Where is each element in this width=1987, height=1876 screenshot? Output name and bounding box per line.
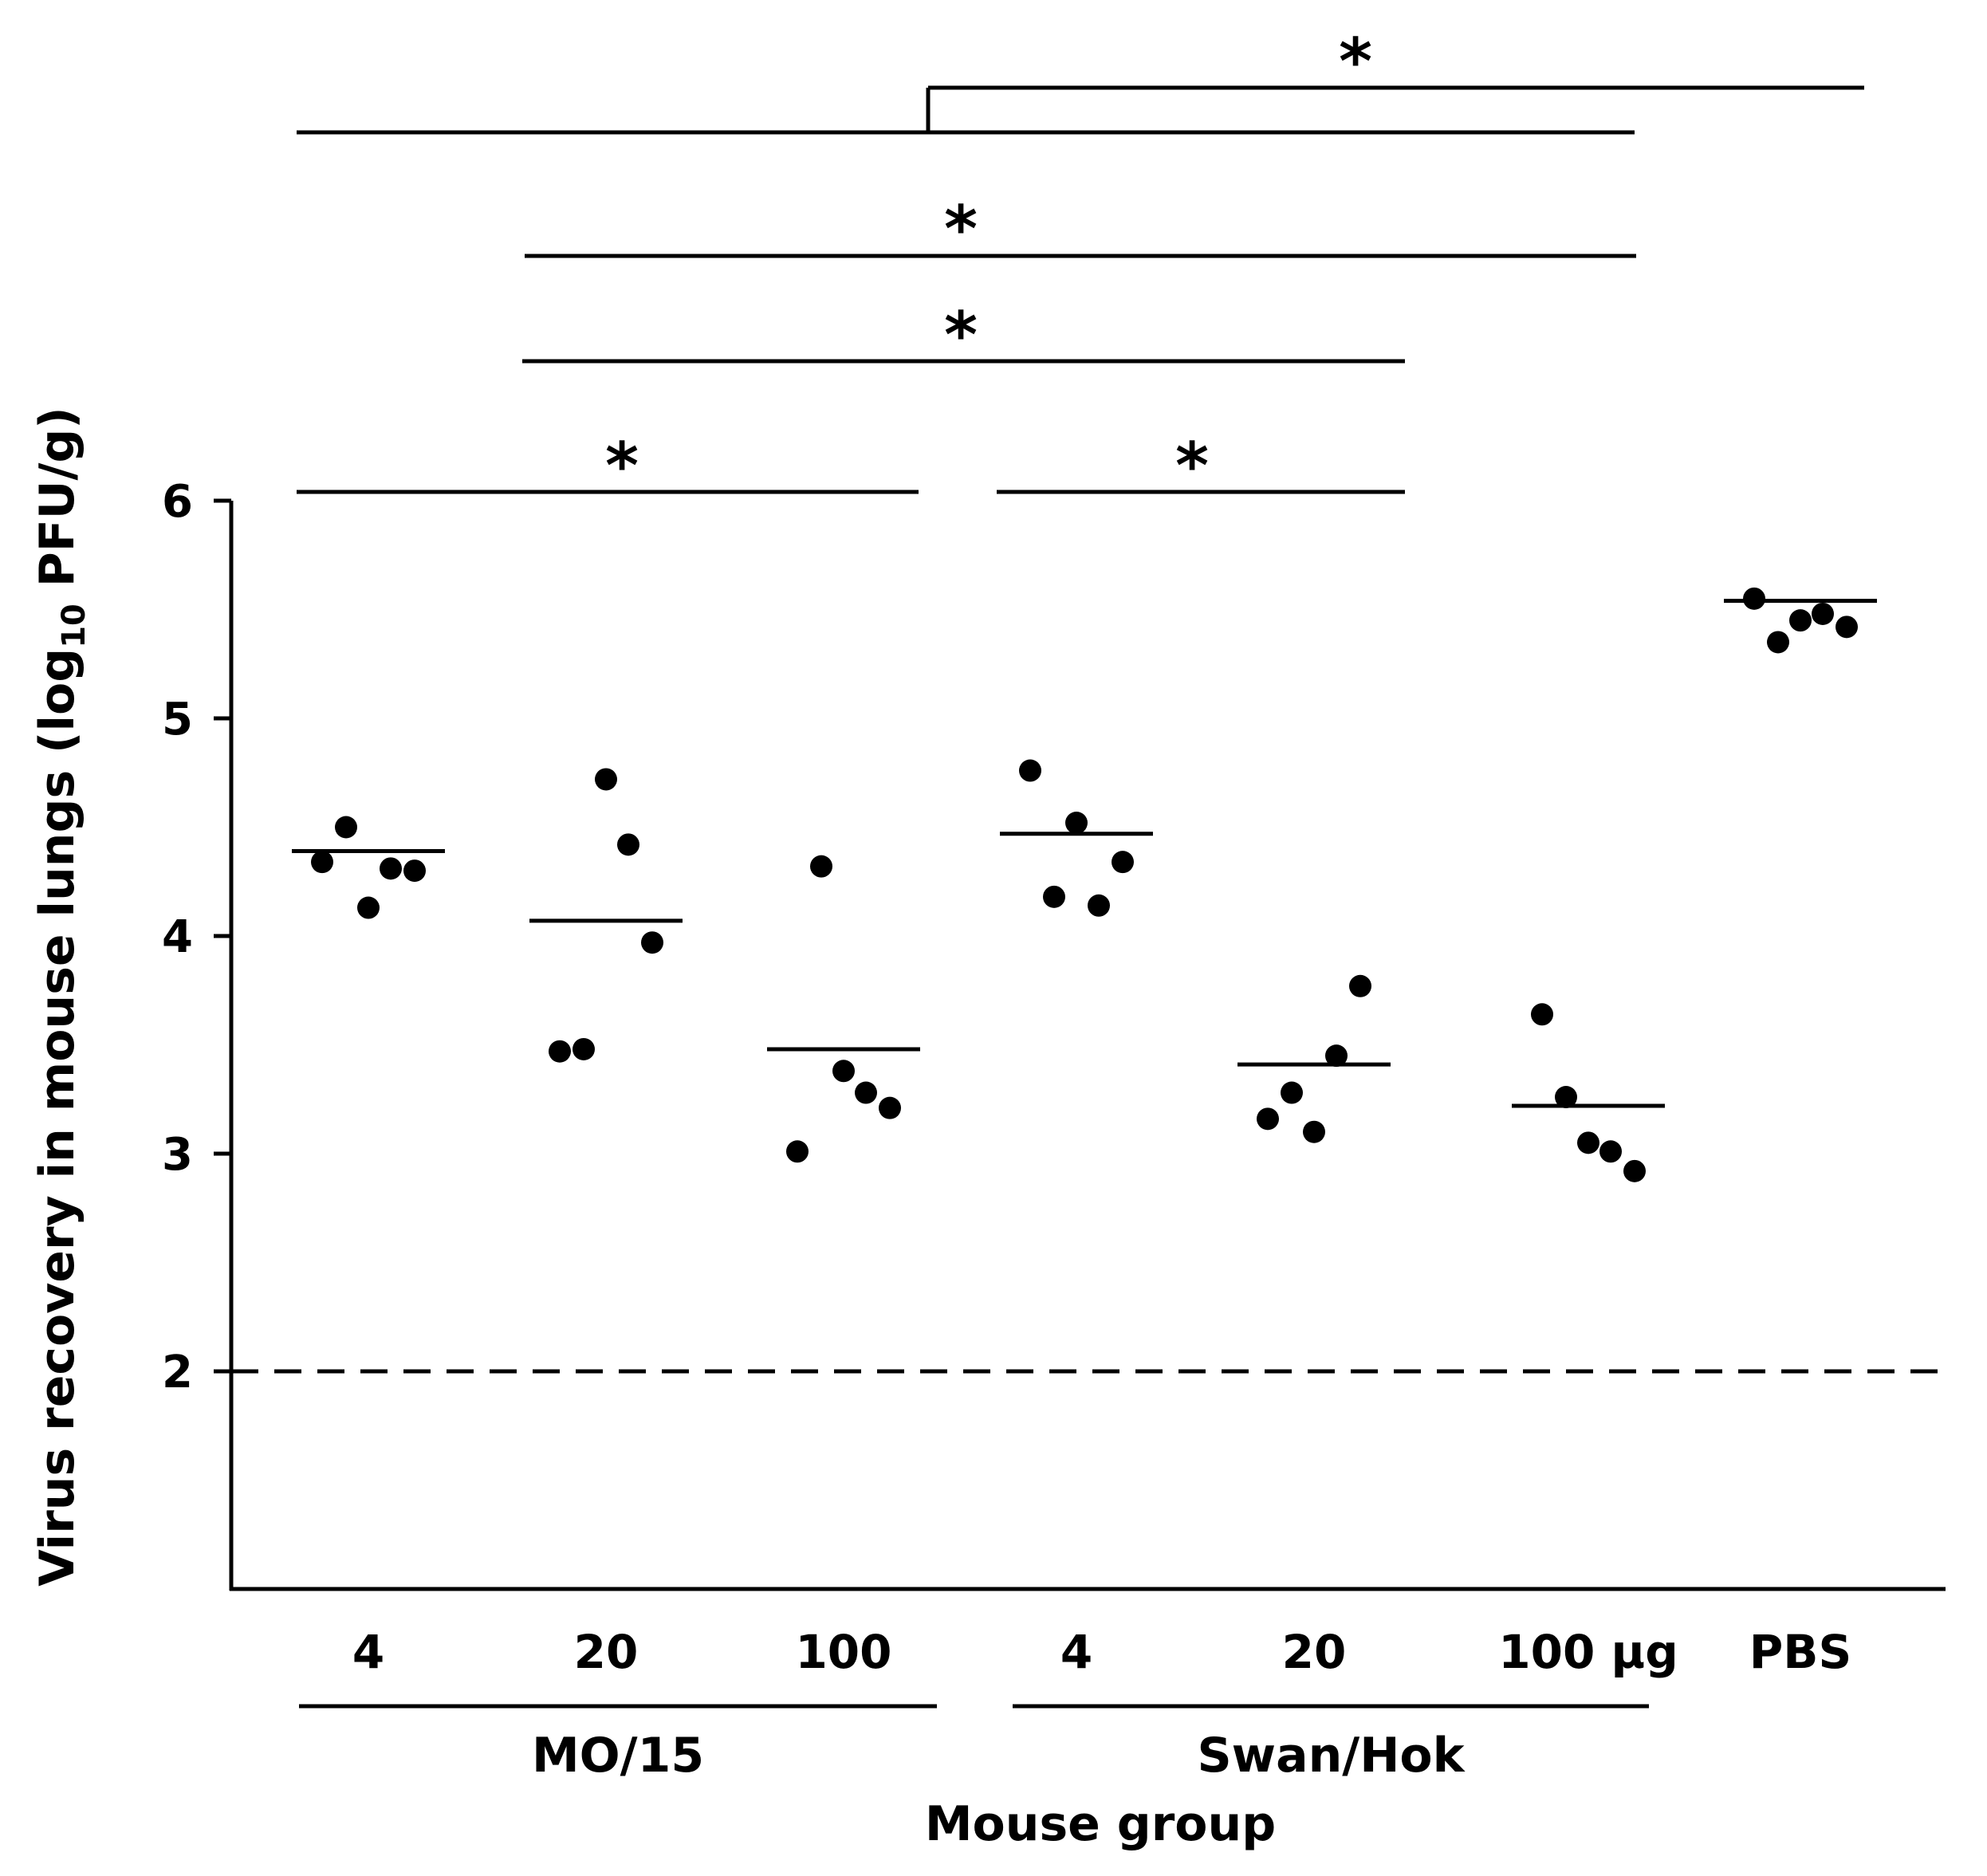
data-point	[1349, 974, 1371, 997]
data-point	[1555, 1086, 1577, 1109]
data-point	[572, 1037, 595, 1060]
data-points	[311, 587, 1858, 1182]
data-point	[1112, 851, 1134, 874]
category-label: 100 µg	[1498, 1625, 1678, 1679]
y-tick-label: 4	[162, 911, 193, 963]
data-point	[1257, 1107, 1279, 1131]
x-axis-title: Mouse group	[925, 1796, 1276, 1852]
data-point	[810, 855, 832, 878]
data-point	[1599, 1140, 1622, 1163]
data-point	[1043, 885, 1065, 908]
data-point	[595, 768, 617, 791]
y-tick-label: 3	[162, 1129, 193, 1181]
data-point	[832, 1060, 855, 1083]
data-point	[1767, 631, 1789, 654]
category-label: 4	[1060, 1625, 1092, 1679]
data-point	[357, 896, 380, 919]
data-point	[403, 859, 426, 883]
data-point	[1531, 1003, 1553, 1026]
data-point	[1325, 1044, 1348, 1068]
data-point	[1303, 1120, 1325, 1143]
data-point	[311, 851, 333, 874]
data-point	[1789, 609, 1812, 632]
data-point	[855, 1081, 877, 1104]
significance-brackets: * * * * *	[297, 25, 1864, 503]
mean-lines	[292, 599, 1877, 1108]
data-point	[879, 1096, 901, 1119]
data-point	[1065, 812, 1088, 835]
category-label: 100	[795, 1625, 891, 1679]
data-point	[1281, 1081, 1303, 1104]
data-point	[1019, 759, 1041, 782]
data-point	[1577, 1131, 1599, 1154]
data-point	[380, 857, 402, 880]
category-label: 4	[352, 1625, 384, 1679]
axes: 2 3 4 5 6 Virus recovery in mouse lungs (log1…	[30, 407, 1946, 1591]
labels: 4 20 100 4 20 100 µg PBS MO/15 Swan/Hok Mouse gro…	[299, 1625, 1851, 1852]
sig-pbs-star: *	[1339, 25, 1372, 99]
category-label: PBS	[1749, 1625, 1852, 1679]
data-point	[641, 931, 663, 954]
y-axis-title: Virus recovery in mouse lungs (log10 PFU…	[30, 407, 92, 1586]
sig-mo15-4-vs-100-star: *	[605, 429, 639, 503]
group-label: MO/15	[532, 1728, 704, 1784]
data-point	[549, 1040, 571, 1063]
sig-mo15-20-vs-swan-100-star: *	[944, 192, 978, 266]
category-label: 20	[1282, 1625, 1347, 1679]
data-point	[1812, 602, 1834, 625]
category-label: 20	[574, 1625, 639, 1679]
group-label: Swan/Hok	[1197, 1728, 1466, 1784]
sig-mo15-20-vs-swan-20-star: *	[944, 298, 978, 372]
data-point	[1743, 587, 1765, 610]
data-point	[786, 1140, 809, 1163]
data-point	[1088, 894, 1110, 917]
y-tick-label: 5	[162, 694, 193, 745]
data-point	[1836, 616, 1858, 639]
sig-swan-4-vs-20-star: *	[1175, 429, 1209, 503]
data-point	[335, 816, 357, 839]
y-tick-label: 6	[162, 476, 193, 528]
data-point	[1623, 1159, 1646, 1182]
y-tick-label: 2	[162, 1347, 193, 1398]
data-point	[617, 833, 639, 856]
